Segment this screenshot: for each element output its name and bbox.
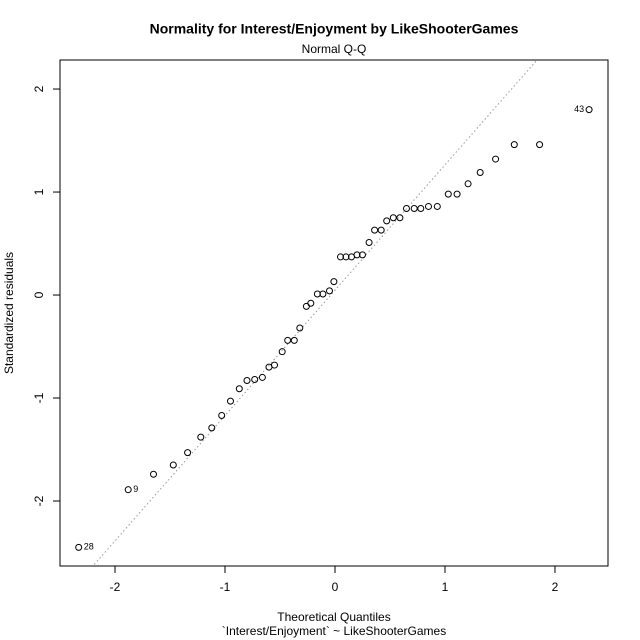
y-tick-label: 1 (32, 188, 46, 195)
y-tick-label: 0 (32, 291, 46, 298)
point (371, 226, 379, 234)
point (218, 412, 226, 420)
point (444, 190, 452, 198)
point (313, 290, 321, 298)
x-tick-label: 2 (552, 580, 559, 594)
point (235, 385, 243, 393)
point (290, 336, 298, 344)
point (365, 239, 373, 247)
point (342, 253, 350, 261)
point (424, 202, 432, 210)
point (453, 190, 461, 198)
chart-subtitle: Normal Q-Q (302, 42, 367, 56)
point (510, 141, 518, 149)
point (270, 361, 278, 369)
point (585, 106, 593, 114)
point (464, 180, 472, 188)
x-tick-label: -2 (110, 580, 121, 594)
point (358, 251, 366, 259)
point (353, 251, 361, 259)
plot-frame (59, 59, 609, 567)
x-axis-sublabel: `Interest/Enjoyment` ~ LikeShooterGames (222, 624, 446, 638)
x-axis-label: Theoretical Quantiles (277, 610, 390, 624)
point (396, 214, 404, 222)
point (243, 377, 251, 385)
point (284, 336, 292, 344)
point (377, 226, 385, 234)
point (383, 217, 391, 225)
point (169, 461, 177, 469)
point (325, 287, 333, 295)
point (75, 543, 83, 551)
y-tick-label: 2 (32, 85, 46, 92)
point (319, 290, 327, 298)
point (410, 205, 418, 213)
point (336, 253, 344, 261)
y-tick-label: -2 (32, 495, 46, 506)
y-tick-label: -1 (32, 392, 46, 403)
point (149, 470, 157, 478)
point (476, 168, 484, 176)
point (433, 202, 441, 210)
point (184, 449, 192, 457)
point (492, 155, 500, 163)
point (124, 486, 132, 494)
point (389, 214, 397, 222)
point (208, 424, 216, 432)
point (226, 397, 234, 405)
point-label: 43 (574, 104, 584, 114)
x-tick-label: 1 (442, 580, 449, 594)
y-axis-label: Standardized residuals (2, 252, 16, 374)
point-label: 28 (84, 542, 94, 552)
point (307, 299, 315, 307)
x-tick-label: 0 (332, 580, 339, 594)
point (258, 373, 266, 381)
x-tick-label: -1 (220, 580, 231, 594)
chart-title: Normality for Interest/Enjoyment by Like… (150, 21, 519, 37)
reference-line (92, 60, 538, 566)
point-label: 9 (133, 484, 138, 494)
point (278, 348, 286, 356)
point (197, 433, 205, 441)
point (536, 141, 544, 149)
point (251, 375, 259, 383)
point (330, 278, 338, 286)
point (402, 205, 410, 213)
point (417, 205, 425, 213)
point (296, 324, 304, 332)
